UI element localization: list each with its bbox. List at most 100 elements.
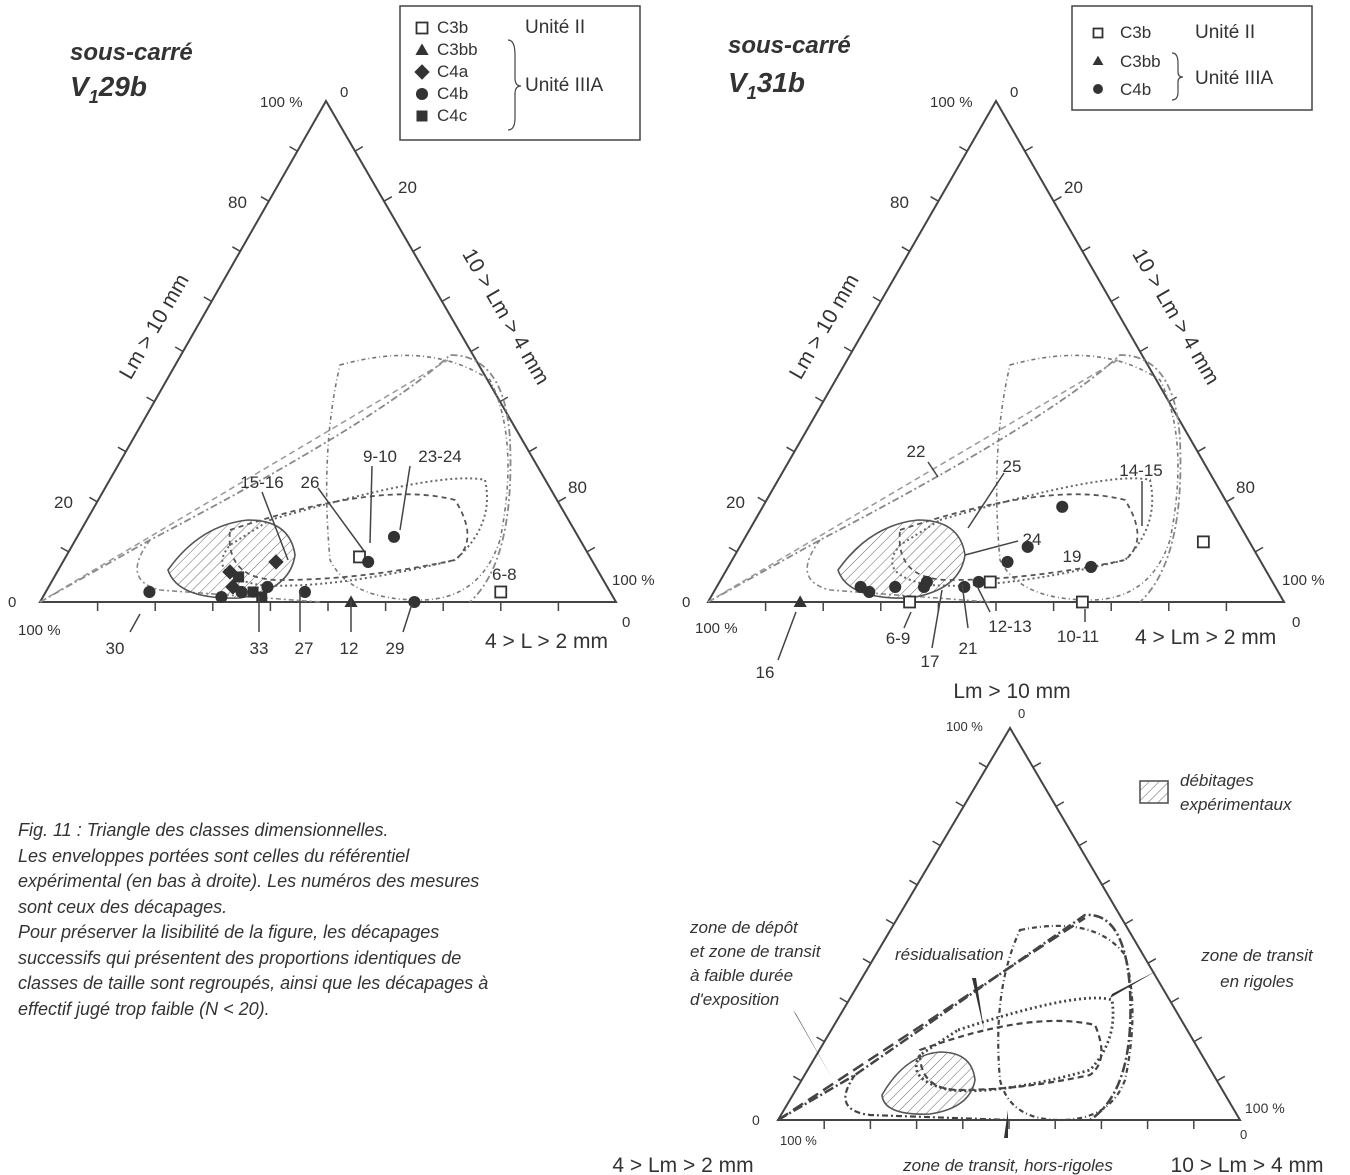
axis-tick (1053, 196, 1062, 202)
right-pct-label: 100 % (1245, 1100, 1285, 1116)
envelope-depot-lower (806, 539, 991, 603)
point-labels: 9-10 23-24 15-16 26 6-8 30 33 27 12 29 (106, 447, 517, 658)
axis-tick (1216, 1075, 1226, 1082)
zone-rigoles-line: en rigoles (1220, 972, 1294, 991)
zone-depot-line: à faible durée (690, 966, 793, 985)
leader-lines (777, 461, 1143, 661)
envelope-depot (39, 354, 512, 603)
caption-line: Pour préserver la lisibilité de la figur… (18, 922, 440, 942)
axis-tick (814, 396, 824, 403)
caption-line: classes de taille sont regroupés, ainsi … (18, 973, 489, 993)
axis-tick (528, 446, 538, 453)
point-labels: 22 25 24 19 14-15 16 6-9 17 21 12-13 10-… (756, 442, 1163, 682)
legend-unit-iiia: Unité IIIA (1195, 68, 1273, 89)
point-label: 19 (1063, 547, 1082, 566)
axis-tick (231, 246, 241, 252)
pointer-residualisation (972, 978, 984, 1030)
legend-marker-c3b (415, 21, 429, 35)
legend-label: C4c (437, 106, 468, 125)
legend-label: C3b (1120, 23, 1151, 42)
panel-title-line1: sous-carré (728, 32, 851, 59)
axis-tick (839, 997, 848, 1004)
point-label: 21 (959, 639, 978, 658)
legend-unit-ii: Unité II (525, 17, 585, 38)
axis-tick (930, 196, 939, 202)
legend-marker-c4b (415, 87, 429, 101)
data-point-c3b (494, 585, 508, 599)
left-tick-label: 20 (726, 493, 745, 512)
right-pct-label: 100 % (612, 572, 655, 589)
left-tick-label: 80 (228, 193, 247, 212)
data-point-c3b (1076, 595, 1089, 609)
point-label: 33 (250, 639, 269, 658)
panel-title-line2: V131b (728, 67, 805, 103)
legend-hatched-line2: expérimentaux (1180, 795, 1292, 814)
axis-tick (1193, 1036, 1203, 1043)
data-point-c4a (222, 564, 238, 580)
point-label: 23-24 (418, 447, 461, 466)
axis-tick (499, 396, 509, 403)
apex-zero-label: 0 (1018, 706, 1025, 721)
point-label: 12-13 (988, 617, 1031, 636)
panel-title: sous-carré V129b (70, 39, 193, 107)
legend-marker-c3b (1092, 27, 1104, 39)
axis-tick (885, 918, 895, 925)
axis-tick (1226, 496, 1235, 503)
right-tick-label: 20 (1064, 178, 1083, 197)
legend-box (1071, 5, 1313, 111)
left-zero-label: 0 (752, 1112, 760, 1128)
envelope-depot-lower (136, 539, 321, 603)
axis-tick (908, 879, 918, 886)
data-point-c4b (1021, 540, 1034, 553)
axis-tick (88, 496, 98, 503)
data-point-c4b (362, 555, 375, 568)
caption-line: Les enveloppes portées sont celles du ré… (18, 845, 410, 866)
axis-tick (816, 1036, 825, 1043)
zone-pointers (793, 970, 1158, 1138)
legend-marker-c4a (414, 64, 430, 80)
zone-depot-line: et zone de transit (690, 942, 822, 961)
legend-unit-iiia: Unité IIIA (525, 75, 603, 96)
point-label: 17 (921, 652, 940, 671)
legend-hatched-line1: débitages (1180, 771, 1254, 790)
axis-labels: Lm > 10 mm 100 % 0 0 100 % 100 % 0 4 > L… (612, 680, 1323, 1175)
zone-depot-line: d'exposition (690, 990, 779, 1009)
legend-box (399, 5, 641, 141)
ternary-panel-reference: zone de dépôt et zone de transit à faibl… (612, 680, 1323, 1175)
envelope-depot-boundary (39, 359, 449, 603)
axis-tick (1101, 879, 1111, 886)
axis-tick (872, 296, 882, 303)
data-point-c4c (233, 571, 245, 583)
axis-tick (260, 196, 270, 202)
axis-tick (1147, 958, 1157, 964)
point-label: 25 (1003, 457, 1022, 476)
axis-tick (383, 196, 393, 202)
legend-brace (507, 39, 522, 131)
axis-tick (289, 145, 298, 152)
axis-tick (978, 762, 988, 768)
envelope-hors-rigoles (918, 1019, 1103, 1092)
right-tick-label: 20 (398, 178, 417, 197)
envelope-rigoles (325, 354, 509, 601)
apex-pct-label: 100 % (946, 719, 983, 734)
legend-unit-ii: Unité II (1195, 22, 1255, 43)
legend-marker-c3bb (1092, 55, 1104, 66)
zone-labels: zone de dépôt et zone de transit à faibl… (689, 918, 1314, 1175)
point-label: 27 (295, 639, 314, 658)
envelope-depot-lower (844, 1074, 1011, 1122)
axis-tick (1082, 246, 1091, 252)
axis-tick (1078, 840, 1088, 847)
point-label: 15-16 (240, 473, 283, 492)
axis-tick (146, 396, 155, 403)
legend-label: C3bb (437, 40, 478, 59)
legend: C3b C3bb C4b Unité II Unité IIIA (1071, 5, 1313, 111)
axis-labels: 100 % 0 0 100 % 100 % 0 80 20 20 80 Lm >… (8, 84, 655, 653)
left-pct-label: 100 % (18, 622, 61, 639)
right-zero-label: 0 (622, 614, 630, 631)
caption-line: effectif jugé trop faible (N < 20). (18, 998, 270, 1019)
axis-ticks (728, 145, 1264, 611)
axis-tick (1032, 762, 1042, 768)
axis-tick (470, 346, 480, 353)
pointer-hors-rigoles (1004, 1110, 1008, 1138)
